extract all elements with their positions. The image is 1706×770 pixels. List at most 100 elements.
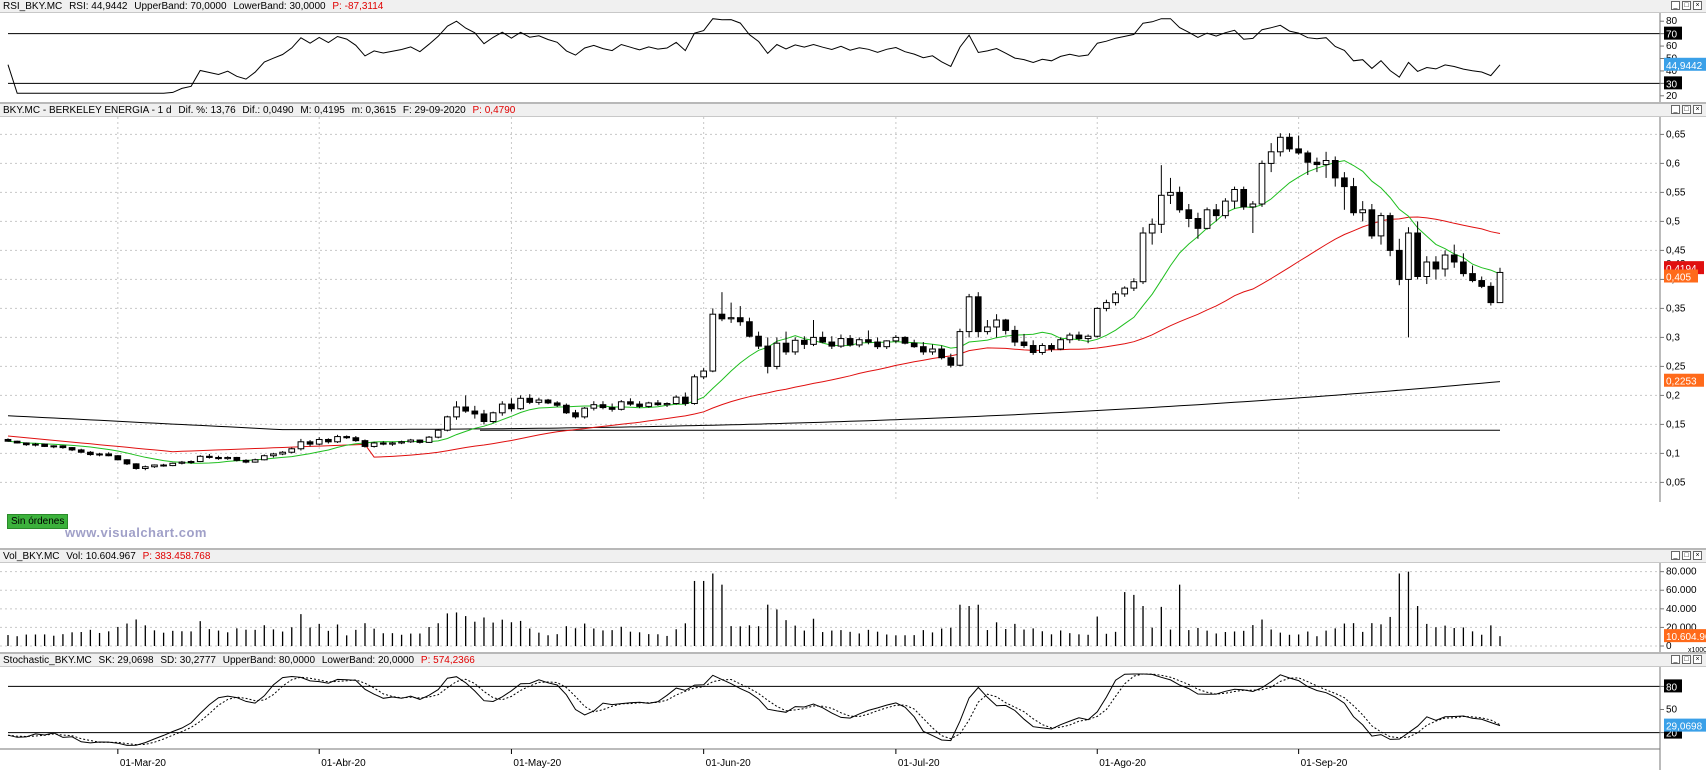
candle-body (1313, 161, 1321, 166)
candle-body (645, 402, 653, 407)
price-dif: Dif.: 0,0490 (242, 105, 294, 116)
rsi-current-badge-bg (1664, 57, 1706, 71)
separator[interactable] (0, 652, 1706, 654)
x-tick-label: 01-Mar-20 (120, 758, 167, 769)
ma-long-line (7, 381, 1501, 431)
candle-body (1359, 209, 1367, 214)
candle-body (956, 331, 964, 366)
close-icon[interactable]: × (1693, 105, 1702, 114)
stoch-window-buttons: _ □ × (1671, 655, 1702, 664)
candle-body (1212, 209, 1220, 217)
price-p: P: 0,4790 (472, 105, 516, 116)
stoch-lower-badge: 20 (1666, 729, 1678, 740)
candle-body (1066, 334, 1074, 341)
candle-body (132, 463, 140, 469)
stochastic-chart[interactable]: 01-Mar-20 01-Abr-20 01-May-20 01-Jun-20 01-J… (0, 667, 1706, 770)
candle-body (599, 404, 607, 409)
close-icon[interactable]: × (1693, 551, 1702, 560)
axis-area (1660, 117, 1706, 502)
x-tick-label: 01-Ago-20 (1099, 758, 1146, 769)
close-icon[interactable]: × (1693, 1, 1702, 10)
candle-body (1084, 335, 1092, 340)
candle-body (1331, 160, 1339, 179)
candle-body (654, 402, 662, 406)
candle-body (288, 448, 296, 453)
x-tick-label: 01-Abr-20 (321, 758, 366, 769)
candle-body (1395, 249, 1403, 280)
minimize-icon[interactable]: _ (1671, 105, 1680, 114)
maximize-icon[interactable]: □ (1682, 1, 1691, 10)
price-date: F: 29-09-2020 (402, 105, 466, 116)
rsi-lower-badge-bg (1664, 76, 1682, 90)
close-icon[interactable]: × (1693, 655, 1702, 664)
candle-body (544, 399, 552, 404)
stoch-title: Stochastic_BKY.MC (3, 655, 92, 666)
candle-body (233, 456, 241, 461)
stoch-sk: SK: 29,0698 (98, 655, 154, 666)
badge-ma-mid-bg (1664, 269, 1698, 283)
price-chart[interactable]: 0,650,60,550,50,450,40,350,30,250,20,150… (0, 117, 1706, 502)
maximize-icon[interactable]: □ (1682, 655, 1691, 664)
price-panel: BKY.MC - BERKELEY ENERGIA - 1 d Dif. %: … (0, 104, 1706, 502)
ma-short-line (7, 160, 1501, 464)
candle-body (1048, 345, 1055, 350)
maximize-icon[interactable]: □ (1682, 105, 1691, 114)
rsi-upper-badge: 70 (1666, 30, 1678, 41)
candle-body (334, 436, 341, 443)
candle-body (1478, 280, 1486, 287)
candle-body (1121, 287, 1129, 295)
candle-body (297, 441, 305, 450)
candle-body (1469, 273, 1476, 282)
candle-body (68, 447, 76, 451)
orders-status-badge[interactable]: Sin órdenes (7, 514, 69, 529)
y-tick-label: 20 (1666, 91, 1678, 102)
candle-body (160, 464, 167, 467)
y-tick-label: 0,3 (1666, 332, 1680, 343)
candle-body (114, 455, 122, 461)
candle-body (206, 455, 213, 458)
volume-value: Vol: 10.604.967 (66, 551, 136, 562)
candle-body (187, 461, 195, 464)
stochastic-header: Stochastic_BKY.MC SK: 29,0698 SD: 30,277… (0, 654, 1706, 667)
candle-body (572, 412, 579, 418)
candle-body (782, 342, 790, 353)
candle-body (361, 440, 369, 447)
rsi-lower: LowerBand: 30,0000 (233, 1, 326, 12)
price-max: M: 0,4195 (300, 105, 345, 116)
candle-body (77, 449, 85, 453)
candle-body (1057, 339, 1064, 350)
minimize-icon[interactable]: _ (1671, 551, 1680, 560)
maximize-icon[interactable]: □ (1682, 551, 1691, 560)
candle-body (169, 462, 177, 467)
stoch-upper-badge: 80 (1666, 682, 1678, 693)
minimize-icon[interactable]: _ (1671, 1, 1680, 10)
minimize-icon[interactable]: _ (1671, 655, 1680, 664)
candle-body (563, 404, 570, 414)
volume-p: P: 383.458.768 (142, 551, 211, 562)
candle-body (965, 296, 973, 333)
candle-body (727, 317, 735, 320)
candle-body (1423, 261, 1431, 277)
candle-body (810, 336, 817, 345)
candle-body (791, 339, 799, 353)
candle-body (553, 402, 561, 406)
price-min: m: 0,3615 (351, 105, 397, 116)
price-header: BKY.MC - BERKELEY ENERGIA - 1 d Dif. %: … (0, 104, 1706, 117)
candle-body (1194, 218, 1202, 229)
volume-chart[interactable]: 80.000 60.000 40.000 20.000 010.604.96 x1000 (0, 563, 1706, 654)
candle-body (1496, 271, 1504, 304)
candle-body (1231, 189, 1238, 202)
candle-body (41, 443, 48, 447)
separator[interactable] (0, 548, 1706, 550)
candle-body (105, 453, 113, 457)
y-tick-label: 0,35 (1666, 303, 1686, 314)
candle-body (1267, 151, 1275, 164)
candle-body (1350, 186, 1357, 214)
candle-body (1240, 189, 1248, 208)
candle-body (1432, 261, 1440, 270)
candle-body (480, 413, 488, 422)
stoch-lower: LowerBand: 20,0000 (321, 655, 415, 666)
rsi-chart[interactable]: 80706050403020703044,9442 (0, 13, 1706, 104)
separator[interactable] (0, 102, 1706, 104)
volume-badge-bg (1664, 629, 1706, 643)
